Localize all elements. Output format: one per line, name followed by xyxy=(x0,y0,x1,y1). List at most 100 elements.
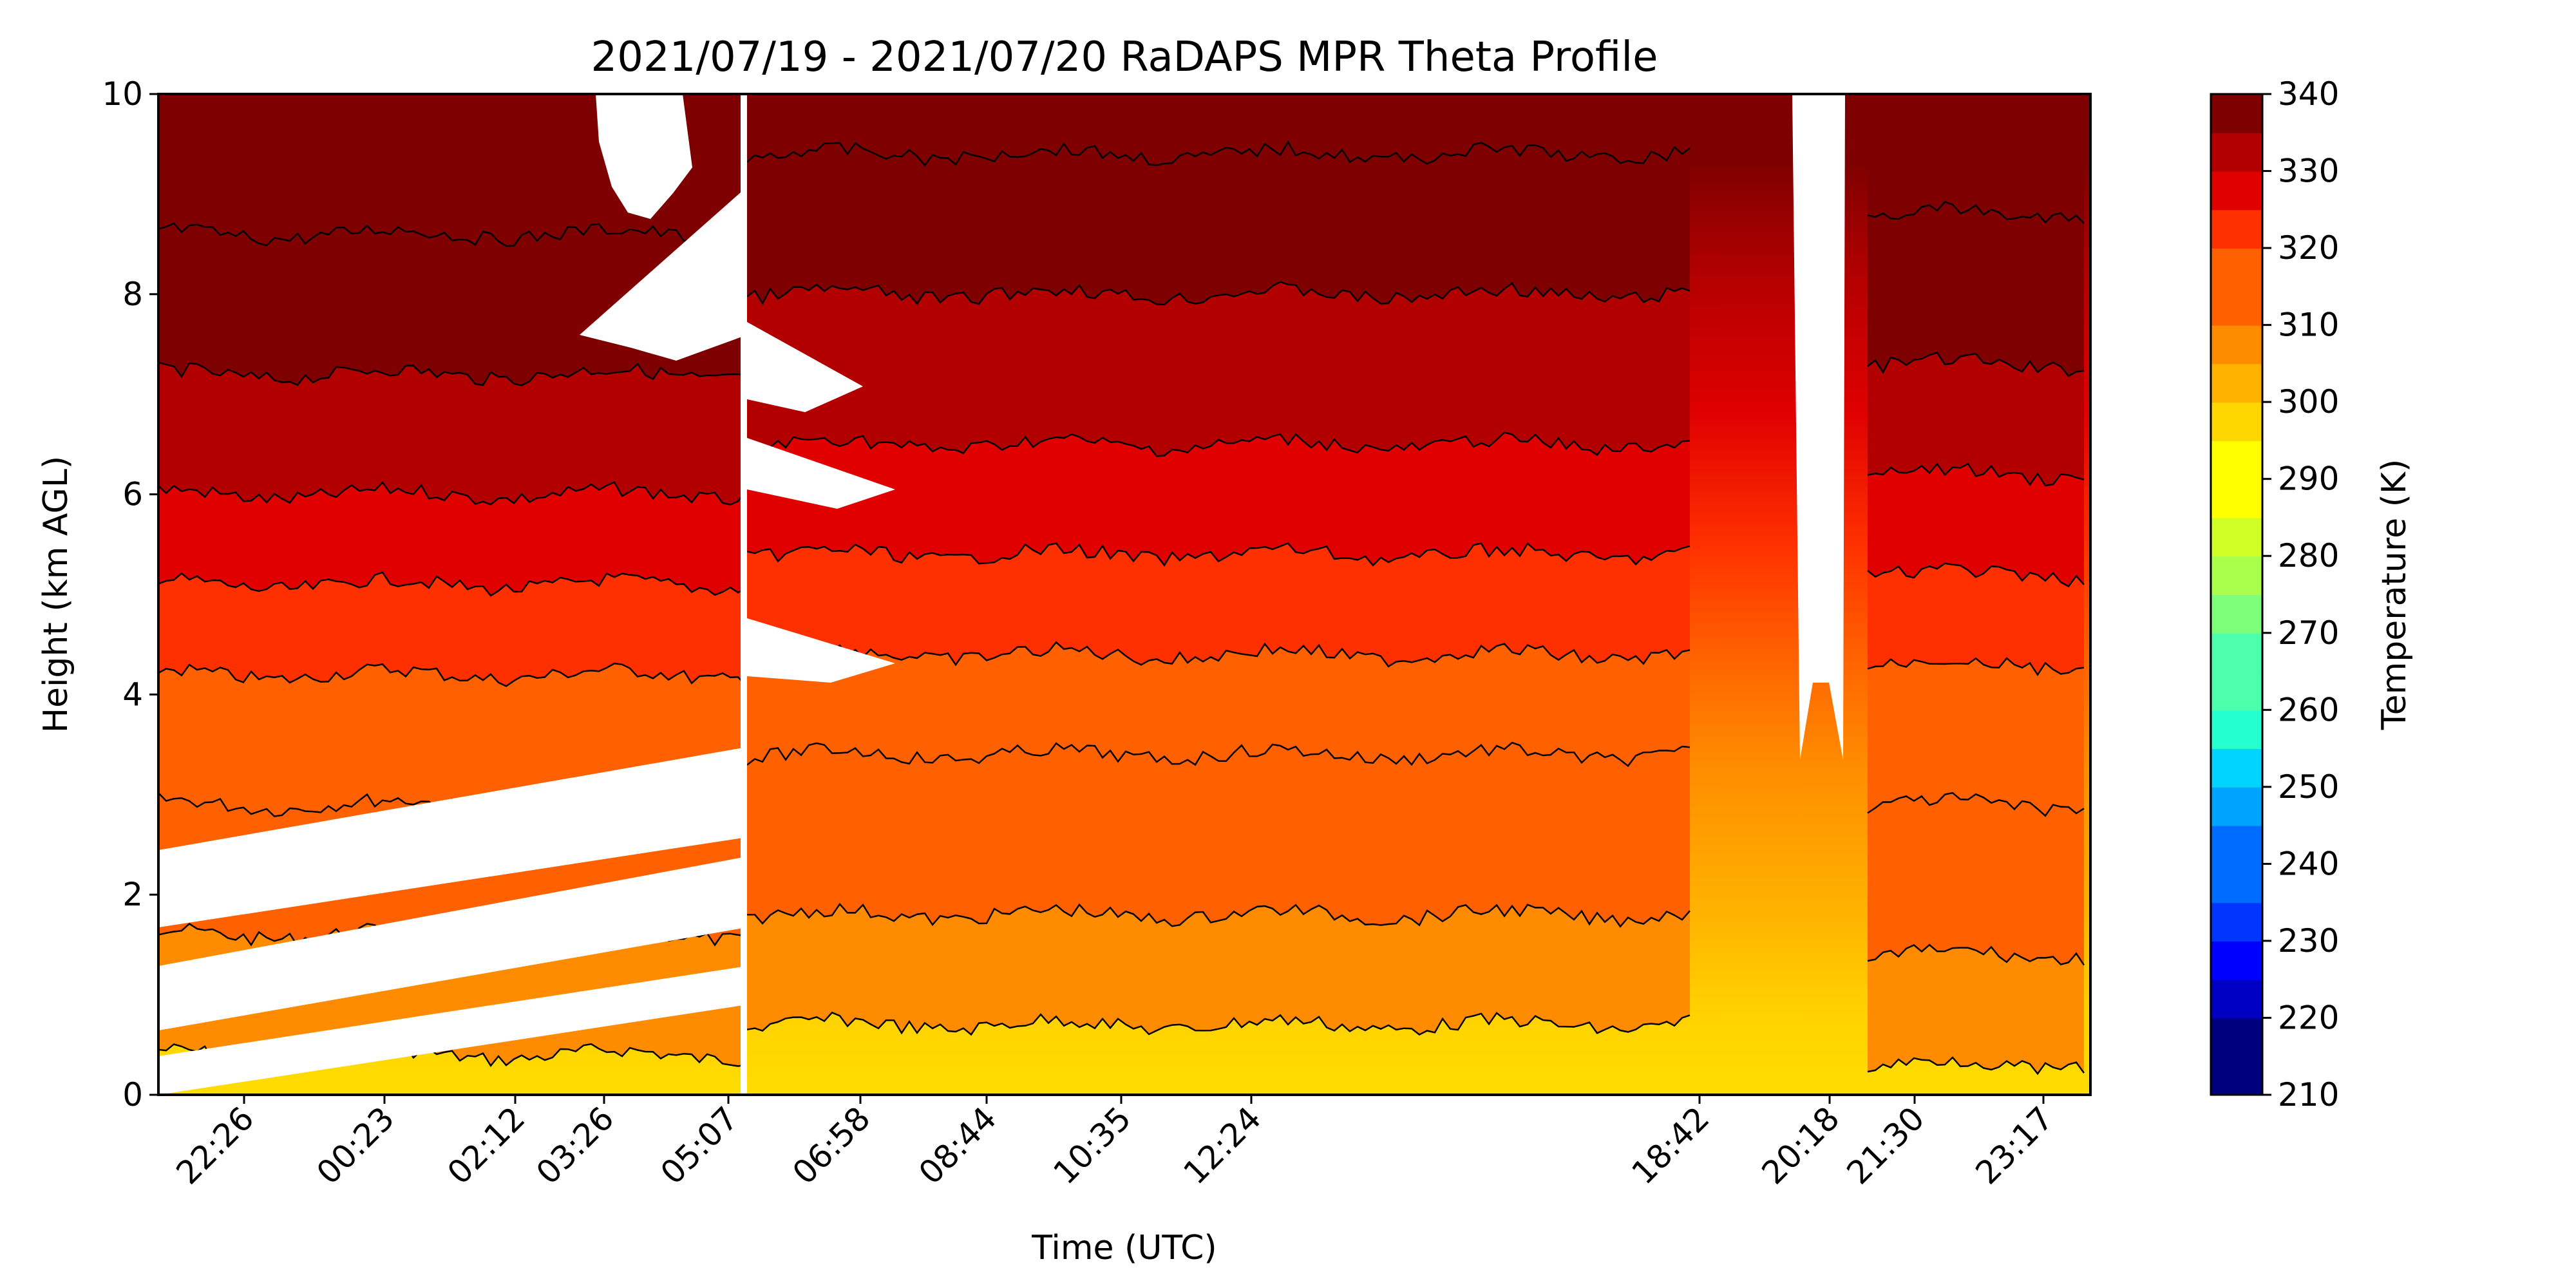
colorbar-tick-label: 260 xyxy=(2278,691,2339,728)
contour-band xyxy=(158,482,746,596)
colorbar-segment xyxy=(2211,517,2262,557)
x-tick-label: 02:12 xyxy=(440,1099,533,1191)
y-tick-label: 2 xyxy=(122,876,143,913)
plot-frame xyxy=(157,93,2092,1096)
colorbar-segment xyxy=(2211,979,2262,1019)
colorbar-segment xyxy=(2211,902,2262,942)
x-tick-label: 23:17 xyxy=(1969,1099,2061,1191)
colorbar-frame xyxy=(2210,93,2264,1096)
colorbar-segment xyxy=(2211,402,2262,441)
x-tick-label: 08:44 xyxy=(912,1099,1004,1191)
x-tick-label: 03:26 xyxy=(529,1099,621,1191)
contour-band xyxy=(747,432,1690,565)
x-axis-label: Time (UTC) xyxy=(1031,1229,1217,1267)
contour-line xyxy=(1867,1056,2085,1075)
x-tick-label: 20:18 xyxy=(1755,1099,1847,1191)
x-tick-label: 22:26 xyxy=(169,1099,261,1191)
contour-line xyxy=(158,222,746,247)
colorbar-tick-label: 210 xyxy=(2278,1076,2339,1113)
colorbar-segment xyxy=(2211,786,2262,826)
contour-line xyxy=(1867,657,2085,676)
y-tick-label: 6 xyxy=(122,476,143,513)
colorbar-segment xyxy=(2211,748,2262,788)
colorbar-tick-label: 340 xyxy=(2278,75,2339,113)
contour-line xyxy=(1867,562,2085,588)
missing-data-gap xyxy=(158,966,747,1095)
x-tick-label: 18:42 xyxy=(1625,1099,1717,1191)
contour-band xyxy=(158,572,746,687)
contour-line xyxy=(1867,462,2085,487)
y-tick-label: 10 xyxy=(102,75,143,113)
colorbar-segment xyxy=(2211,94,2262,133)
contour-band xyxy=(1868,202,2084,376)
colorbar-tick-label: 270 xyxy=(2278,614,2339,652)
colorbar-tick-label: 290 xyxy=(2278,460,2339,498)
colorbar-tick-label: 240 xyxy=(2278,845,2339,882)
colorbar-segment xyxy=(2211,209,2262,249)
contour-band xyxy=(747,94,1690,166)
x-tick-label: 10:35 xyxy=(1046,1099,1139,1191)
contour-band xyxy=(747,743,1690,927)
colorbar-tick-label: 250 xyxy=(2278,768,2339,806)
contour-band xyxy=(747,642,1690,766)
colorbar-tick-label: 230 xyxy=(2278,922,2339,960)
contour-band xyxy=(1868,94,2084,223)
contour-line xyxy=(1867,943,2085,966)
missing-data-regions xyxy=(158,94,1845,1095)
contour-line xyxy=(158,361,746,386)
contour-line xyxy=(158,571,746,597)
contour-band xyxy=(1868,352,2084,486)
colorbar-segment xyxy=(2211,556,2262,595)
plot-area xyxy=(158,94,2090,1095)
contour-line xyxy=(746,542,1690,567)
colorbar-segment xyxy=(2211,248,2262,287)
contour-band xyxy=(1868,563,2084,675)
colorbar-segment xyxy=(2211,671,2262,711)
contour-line xyxy=(746,741,1690,768)
missing-data-gap xyxy=(721,94,747,1095)
contour-line xyxy=(746,641,1690,668)
missing-data-gap xyxy=(580,187,747,361)
contour-line xyxy=(1867,791,2085,817)
contour-line xyxy=(158,481,746,506)
y-axis-label: Height (km AGL) xyxy=(37,456,75,733)
colorbar-segment xyxy=(2211,286,2262,326)
colorbar-segment xyxy=(2211,325,2262,365)
missing-data-gap xyxy=(158,857,747,1030)
y-tick-label: 8 xyxy=(122,276,143,313)
colorbar-tick-label: 310 xyxy=(2278,307,2339,344)
contour-line xyxy=(746,1011,1690,1036)
contour-band xyxy=(1868,464,2084,587)
colorbar-segment xyxy=(2211,363,2262,403)
x-tick-label: 06:58 xyxy=(786,1099,878,1191)
x-tick-label: 05:07 xyxy=(654,1099,746,1191)
colorbar-segment xyxy=(2211,478,2262,518)
missing-data-gap xyxy=(596,94,692,219)
colorbar: 210 220 230 240 250 260 270 280 290 300 310 320 330 3… xyxy=(2210,75,2339,1113)
contour-band xyxy=(1868,945,2084,1074)
colorbar-segment xyxy=(2211,594,2262,634)
colorbar-tick-label: 220 xyxy=(2278,999,2339,1036)
contour-line xyxy=(1867,201,2085,224)
y-axis: 0 2 4 6 8 10 xyxy=(102,75,158,1113)
colorbar-tick-label: 330 xyxy=(2278,153,2339,190)
colorbar-segment xyxy=(2211,710,2262,750)
x-tick-label: 00:23 xyxy=(310,1099,402,1191)
x-tick-label: 12:24 xyxy=(1177,1099,1269,1191)
colorbar-segment xyxy=(2211,864,2262,904)
missing-data-gap xyxy=(747,618,895,683)
contour-line xyxy=(746,902,1690,928)
contour-band xyxy=(1868,658,2084,816)
contour-band xyxy=(747,281,1690,457)
contour-band xyxy=(747,543,1690,667)
contour-band xyxy=(158,362,746,505)
missing-data-gap xyxy=(747,438,895,509)
contour-line xyxy=(746,140,1690,167)
contour-line xyxy=(158,663,746,687)
contour-band xyxy=(1868,793,2084,965)
colorbar-segment xyxy=(2211,1018,2262,1057)
colorbar-segment xyxy=(2211,132,2262,172)
colorbar-label: Temperature (K) xyxy=(2375,459,2414,731)
